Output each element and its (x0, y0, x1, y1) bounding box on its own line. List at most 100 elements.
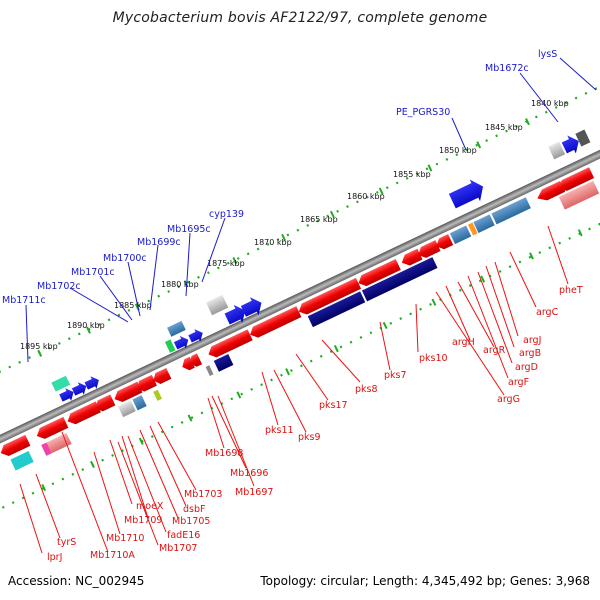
kbp-label: 1885 kbp (114, 301, 152, 310)
gene-cyp139 (206, 294, 229, 316)
gene-lprJ (46, 433, 72, 454)
gene-label-Mb1672c: Mb1672c (485, 63, 529, 74)
backbone-bar (0, 113, 600, 473)
forward-leaders (25, 57, 597, 363)
gene-argC (537, 180, 566, 201)
gene-label-Mb1700c: Mb1700c (103, 253, 147, 264)
gene-Mb1699c (167, 320, 186, 337)
inner-scale-line (0, 181, 600, 519)
gene-Mb1705 (137, 374, 157, 392)
gene-label-PE_PGRS30: PE_PGRS30 (396, 107, 450, 118)
gene-dsbF (153, 367, 172, 384)
gene-pheT (557, 167, 595, 191)
major-ticks-inner (41, 229, 583, 492)
gene-Mb1711c (51, 375, 71, 392)
gene-argF (449, 225, 472, 245)
gene-Mb1711c-b (59, 388, 74, 402)
gene-pks17 (307, 291, 366, 328)
gene-Mb1672c (561, 135, 579, 154)
gene-edge (10, 451, 34, 471)
gene-label-pks8: pks8 (355, 384, 378, 395)
gene-pks8 (361, 257, 438, 302)
gene-label-Mb1710: Mb1710 (106, 533, 144, 544)
gene-pheT-pink (558, 180, 600, 210)
gene-Mb1695c (224, 304, 246, 325)
gene-label-Mb1707: Mb1707 (159, 543, 197, 554)
kbp-label: 1850 kbp (439, 146, 477, 155)
gene-pks10 (358, 259, 401, 287)
gene-label-pheT: pheT (559, 285, 583, 296)
gene-label-pks17: pks17 (319, 400, 348, 411)
gene-label-argJ: argJ (523, 335, 541, 346)
gene-label-Mb1695c: Mb1695c (167, 224, 211, 235)
gene-label-Mb1697: Mb1697 (235, 487, 273, 498)
gene-Mb1696 (182, 356, 195, 371)
gene-label-argF: argF (508, 377, 529, 388)
gene-label-argH: argH (452, 337, 475, 348)
gene-argJ (491, 197, 531, 225)
kbp-label: 1865 kbp (300, 215, 338, 224)
kbp-label: 1855 kbp (393, 170, 431, 179)
kbp-labels: 1840 kbp 1845 kbp 1850 kbp 1855 kbp 1860… (20, 99, 569, 351)
gene-argR (436, 234, 454, 250)
gene-label-lysS: lysS (538, 49, 557, 60)
gene-Mb1710 (67, 401, 101, 425)
gene-label-pks7: pks7 (384, 370, 407, 381)
accession-text: Accession: NC_002945 (8, 574, 145, 588)
gene-Mb1695c-b (240, 297, 262, 317)
gene-label-Mb1698: Mb1698 (205, 448, 243, 459)
kbp-label: 1875 kbp (207, 259, 245, 268)
gene-PE_PGRS30 (448, 179, 484, 209)
gene-label-Mb1710A: Mb1710A (90, 550, 135, 561)
map-title: Mycobacterium bovis AF2122/97, complete … (112, 10, 488, 26)
gene-argH (418, 240, 441, 258)
reverse-leaders (19, 225, 569, 554)
gene-tyrS (36, 416, 69, 439)
gene-label-moeX: moeX (136, 501, 164, 512)
gene-label-argC: argC (536, 307, 559, 318)
gene-label-Mb1705: Mb1705 (172, 516, 210, 527)
gene-Mb1701c (173, 336, 189, 350)
gene-label-argD: argD (515, 362, 538, 373)
gene-Mb1698 (213, 354, 234, 372)
gene-label-cyp139: cyp139 (209, 209, 244, 220)
kbp-label: 1860 kbp (347, 192, 385, 201)
gene-Mb1707 (118, 400, 136, 418)
gene-argB (473, 214, 495, 233)
gene-Mb1710A (153, 389, 163, 401)
gene-fadE16 (114, 381, 143, 402)
kbp-label: 1840 kbp (531, 99, 569, 108)
gene-label-argB: argB (519, 348, 541, 359)
major-ticks-outer (37, 118, 530, 357)
gene-label-pks9: pks9 (298, 432, 321, 443)
forward-genes (51, 129, 591, 402)
forward-gene-labels: lysS Mb1672c PE_PGRS30 cyp139 Mb1695c Mb… (2, 49, 557, 306)
gene-pks7 (298, 277, 362, 315)
gene-label-pks11: pks11 (265, 425, 294, 436)
gene-lysS (548, 141, 566, 160)
kbp-label: 1895 kbp (20, 342, 58, 351)
gene-edge-red (0, 434, 31, 457)
gene-Mb1702c (188, 329, 203, 343)
gene-label-pks10: pks10 (419, 353, 448, 364)
kbp-label: 1845 kbp (485, 123, 523, 132)
outer-scale-line (0, 69, 600, 407)
gene-argG (401, 248, 423, 266)
gene-Mb1711c-c (71, 382, 87, 396)
gene-label-lprJ: lprJ (47, 552, 62, 563)
gene-label-fadE16: fadE16 (167, 530, 200, 541)
gene-label-Mb1699c: Mb1699c (137, 237, 181, 248)
reverse-gene-labels: pheT argC argJ argB argD argF argR argH … (47, 285, 583, 563)
gene-argD (467, 222, 478, 236)
gene-label-Mb1702c: Mb1702c (37, 281, 81, 292)
reverse-genes (0, 167, 600, 471)
gene-Mb1709 (95, 394, 116, 412)
gene-label-Mb1701c: Mb1701c (71, 267, 115, 278)
gene-label-argG: argG (497, 394, 520, 405)
genome-summary-text: Topology: circular; Length: 4,345,492 bp… (260, 574, 590, 588)
genome-band (0, 69, 600, 519)
gene-Mb1697 (189, 353, 203, 367)
gene-label-dsbF: dsbF (183, 504, 205, 515)
gene-label-Mb1709: Mb1709 (124, 515, 162, 526)
